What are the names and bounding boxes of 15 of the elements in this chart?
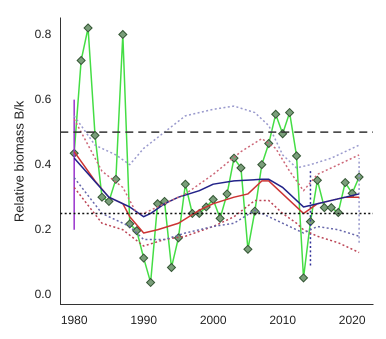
x-tick-label: 1990 <box>130 313 158 328</box>
line-series <box>73 118 360 214</box>
x-tick-label: 2010 <box>269 313 296 328</box>
line-series <box>73 176 360 240</box>
y-tick-label: 0.0 <box>34 287 52 302</box>
y-tick-label: 0.2 <box>34 222 52 236</box>
y-tick-label: 0.8 <box>34 26 52 41</box>
line-series <box>73 186 360 254</box>
x-tick-label: 1980 <box>60 313 88 328</box>
line-series <box>73 105 360 169</box>
y-tick-label: 0.4 <box>34 156 52 171</box>
y-tick-label: 0.6 <box>34 92 52 106</box>
x-tick-label: 2020 <box>338 313 366 328</box>
x-tick-label: 2000 <box>200 313 227 328</box>
y-axis-title: Relative biomass B/k <box>11 100 26 222</box>
